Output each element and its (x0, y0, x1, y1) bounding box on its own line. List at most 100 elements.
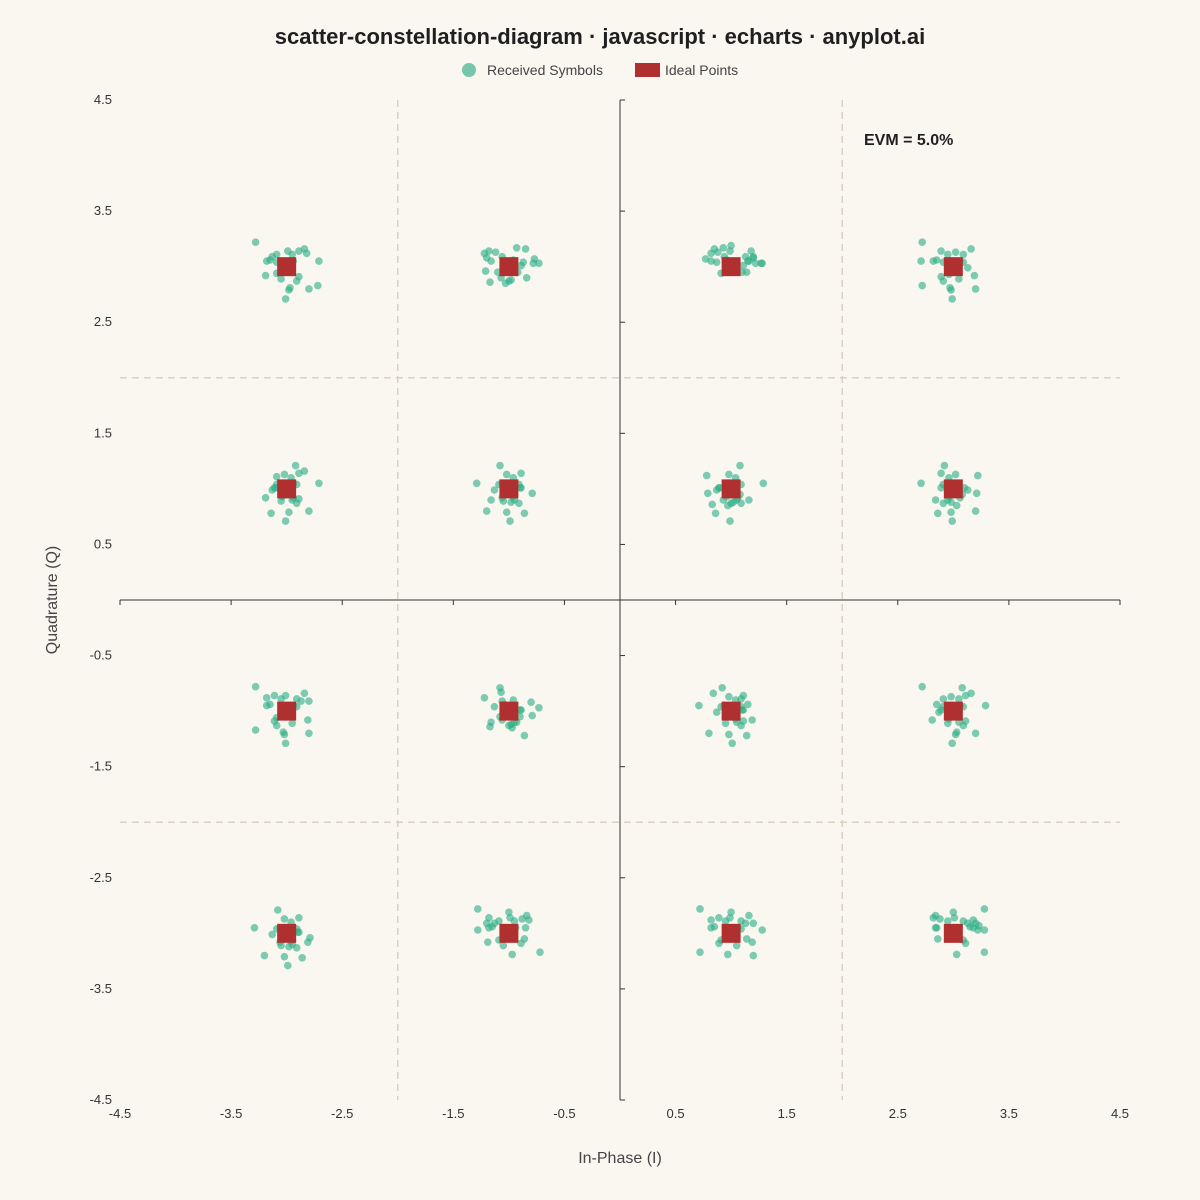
received-symbol-point (268, 486, 277, 494)
received-symbol-point (964, 486, 972, 494)
y-tick-label: 0.5 (94, 536, 112, 551)
received-symbol-point (931, 924, 940, 932)
received-symbol-point (701, 255, 710, 263)
received-symbol-point (948, 517, 956, 525)
received-symbol-point (967, 245, 975, 253)
x-tick-label: 1.5 (778, 1106, 796, 1121)
chart-title: scatter-constellation-diagram · javascri… (275, 24, 925, 49)
x-tick-label: -2.5 (331, 1106, 353, 1121)
received-symbol-point (502, 470, 511, 479)
x-tick-label: 0.5 (667, 1106, 685, 1121)
y-axis-title: Quadrature (Q) (44, 546, 61, 654)
received-symbol-point (928, 716, 936, 724)
received-symbol-point (522, 274, 531, 282)
received-symbol-point (251, 682, 260, 691)
received-symbol-point (951, 248, 960, 256)
axes (119, 99, 1121, 1101)
received-symbol-point (496, 684, 504, 692)
received-symbol-point (280, 470, 289, 479)
received-symbol-point (512, 244, 521, 252)
received-symbol-point (980, 948, 989, 956)
received-symbol-point (528, 711, 536, 720)
received-symbol-point (262, 701, 271, 710)
received-symbol-point (944, 917, 952, 925)
x-tick-label: -0.5 (553, 1106, 575, 1121)
received-symbol-point (506, 517, 514, 525)
x-axis-title: In-Phase (I) (578, 1150, 662, 1167)
received-symbol-point (719, 244, 728, 252)
received-symbol-point (918, 238, 926, 246)
y-tick-label: 2.5 (94, 314, 112, 329)
received-symbol-point (712, 486, 721, 494)
received-symbol-point (490, 919, 499, 928)
received-symbol-point (707, 924, 715, 932)
received-symbol-point (725, 470, 733, 479)
received-symbol-point (741, 919, 750, 928)
received-symbol-point (715, 914, 723, 922)
received-symbol-point (480, 694, 489, 702)
received-symbol-point (712, 258, 721, 267)
received-symbol-point (739, 261, 748, 270)
received-symbol-point (480, 249, 489, 258)
tick-labels: -4.5-4.5 -3.5 -3.5 -2.5 -2.5 -1.5 -1.5 -0.5 -0.5… (90, 92, 1129, 1121)
received-symbol-point (305, 507, 313, 515)
received-symbol-point (499, 497, 508, 505)
received-symbol-point (315, 257, 323, 265)
received-symbol-point (528, 489, 536, 498)
ideal-point-marker (721, 923, 741, 943)
ideal-point-marker (277, 923, 297, 943)
received-symbol-point (971, 285, 980, 293)
legend-ideal-label: Ideal Points (665, 62, 738, 78)
received-symbol-point (747, 247, 755, 255)
received-symbol-point (936, 915, 944, 923)
ideal-point-marker (499, 701, 519, 721)
received-symbol-point (295, 272, 303, 281)
received-symbol-point (505, 908, 513, 916)
received-symbol-point (261, 271, 270, 280)
x-tick-label: -1.5 (442, 1106, 464, 1121)
received-symbol-point (280, 915, 289, 923)
ideal-point-marker (943, 479, 963, 499)
legend[interactable]: Received Symbols Ideal Points (462, 62, 738, 78)
received-symbol-point (947, 508, 955, 516)
received-symbol-point (260, 951, 269, 960)
received-symbol-point (944, 250, 952, 259)
received-symbol-point (261, 494, 270, 502)
received-symbol-point (948, 295, 956, 303)
received-symbol-point (314, 281, 322, 290)
x-tick-label: 2.5 (889, 1106, 907, 1121)
received-symbol-point (742, 935, 751, 943)
received-symbol-point (749, 951, 758, 960)
received-symbol-point (298, 954, 307, 962)
received-symbol-point (280, 952, 289, 961)
received-symbol-point (250, 924, 259, 932)
received-symbol-point (515, 499, 523, 508)
received-symbol-point (935, 708, 943, 716)
received-symbol-point (535, 259, 543, 268)
received-symbol-point (937, 247, 945, 255)
received-symbol-point (297, 697, 305, 705)
received-symbol-point (285, 508, 293, 516)
legend-received-marker (462, 63, 476, 77)
y-tick-label: -4.5 (90, 1092, 112, 1107)
received-symbol-point (732, 941, 741, 950)
y-tick-label: 1.5 (94, 425, 112, 440)
received-symbol-point (937, 272, 945, 281)
received-symbol-point (696, 948, 704, 956)
received-symbol-point (711, 509, 720, 518)
received-symbol-point (279, 728, 288, 736)
received-symbol-point (501, 279, 510, 288)
ideal-point-marker (721, 479, 741, 499)
received-symbol-point (939, 695, 948, 703)
legend-ideal-marker (635, 63, 660, 77)
received-symbol-point (958, 684, 966, 692)
received-symbol-point (262, 257, 271, 265)
received-symbol-point (474, 926, 482, 934)
received-symbol-point (491, 248, 500, 256)
ideal-point-marker (499, 479, 519, 499)
received-symbol-point (535, 704, 543, 712)
received-symbol-point (520, 935, 529, 943)
x-tick-label: 3.5 (1000, 1106, 1018, 1121)
ideal-point-marker (277, 257, 297, 277)
received-symbol-point (917, 479, 925, 488)
